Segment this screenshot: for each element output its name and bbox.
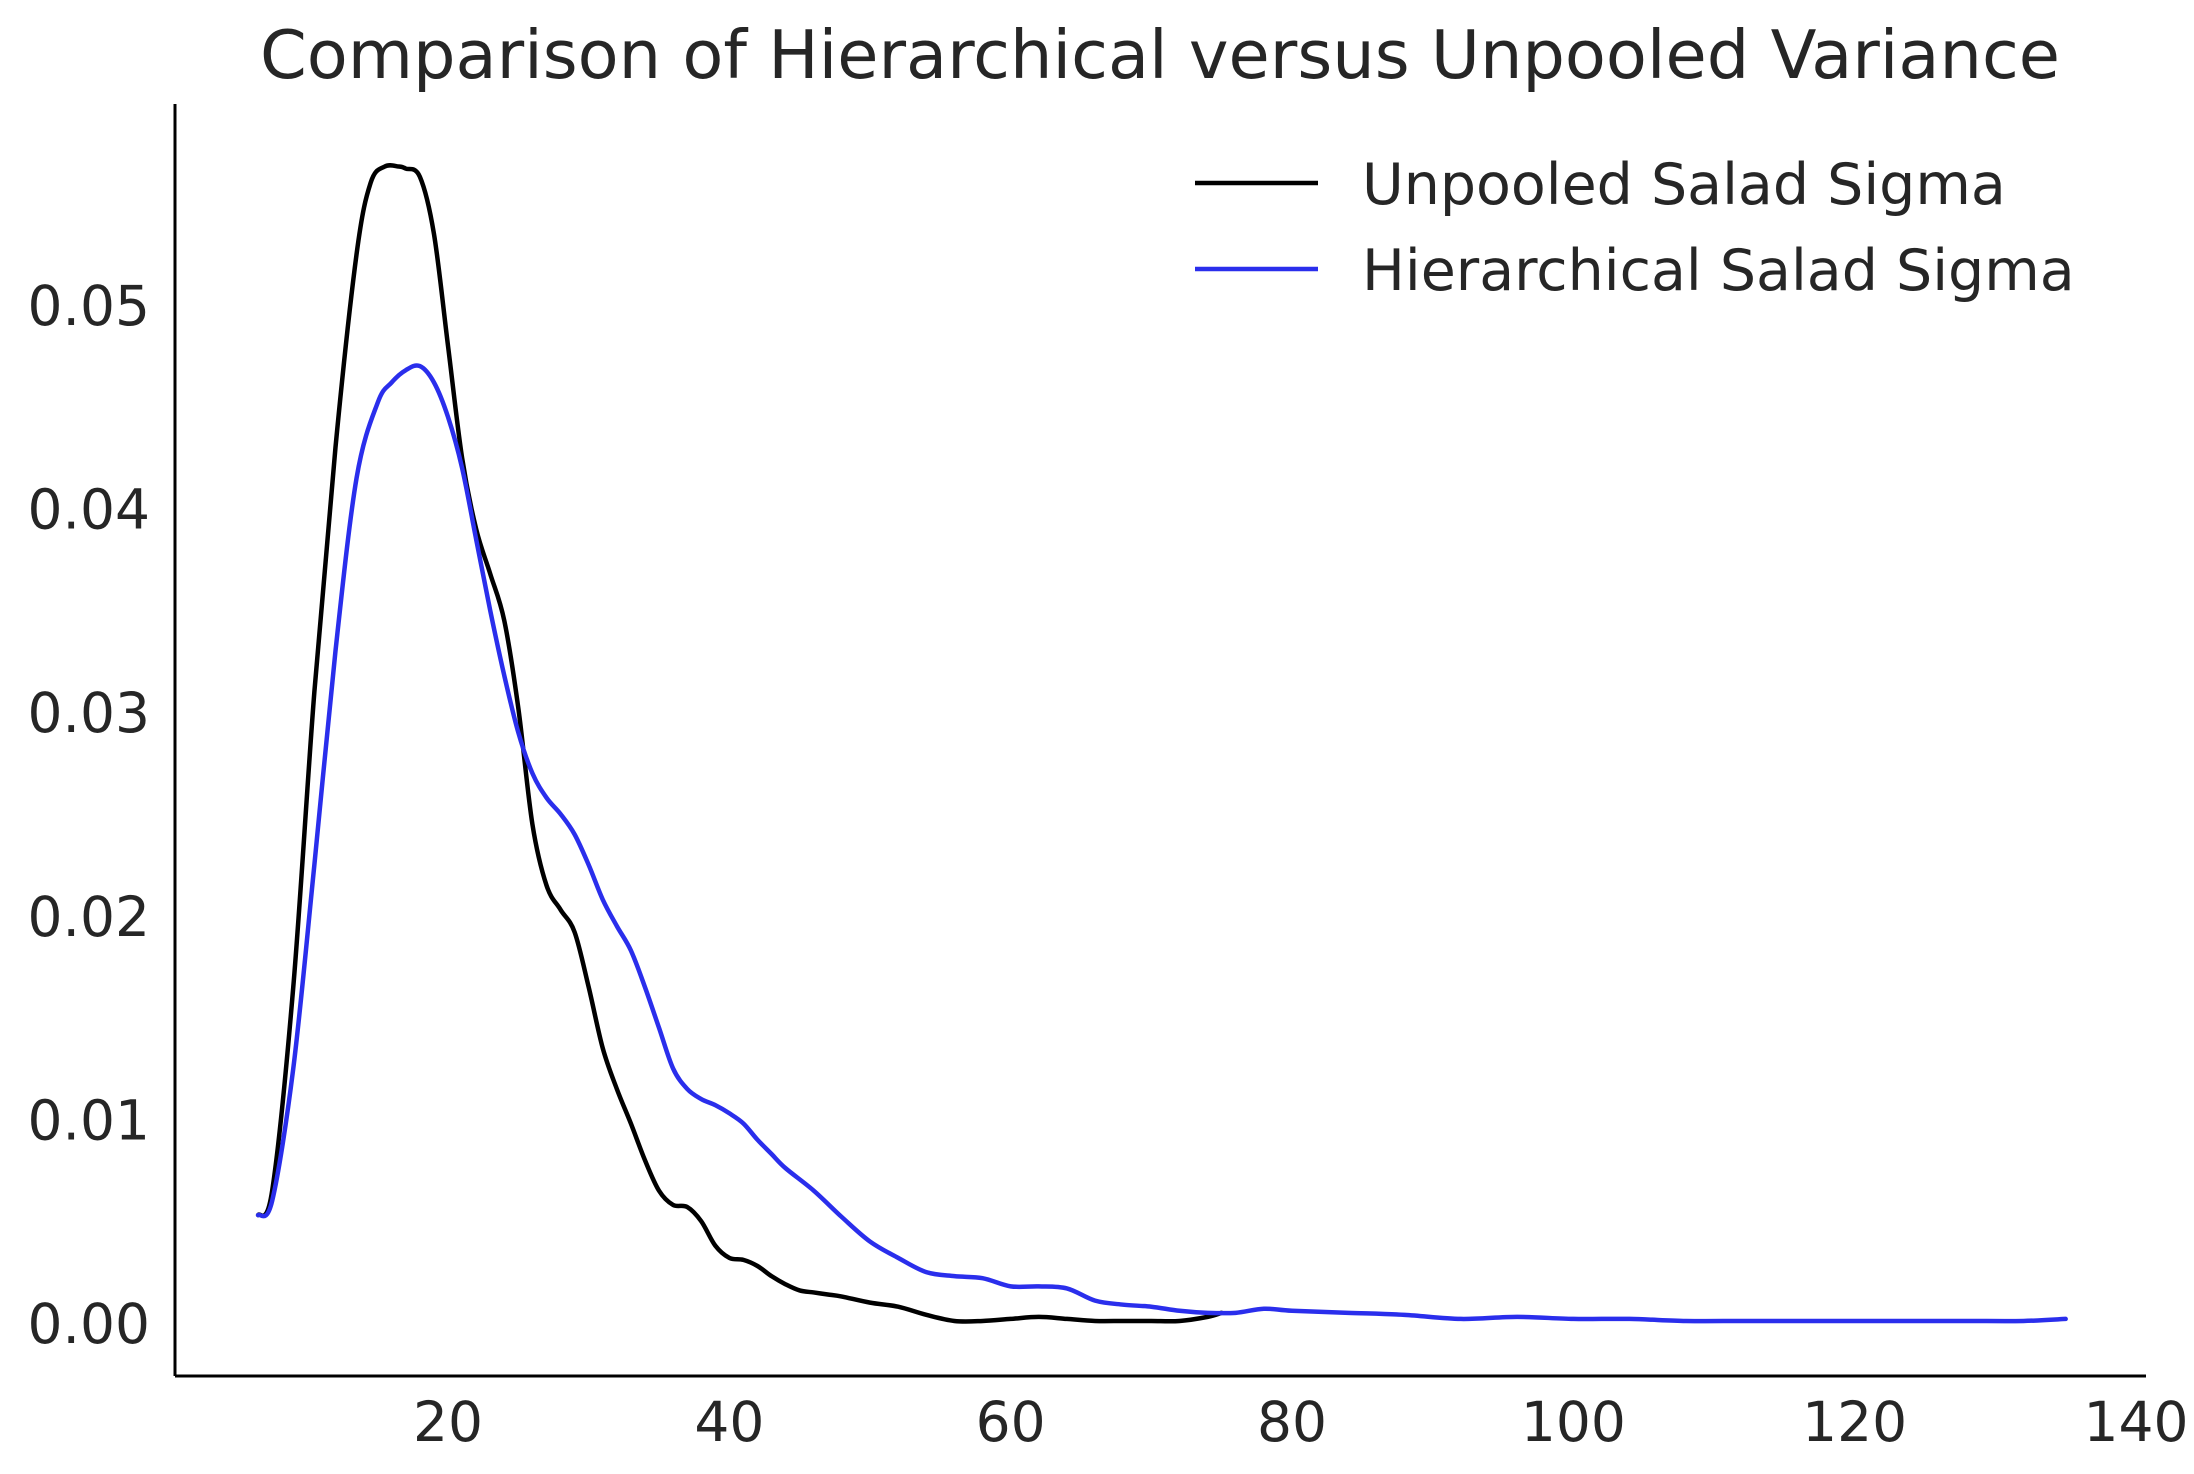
y-tick-label: 0.03	[28, 681, 150, 745]
y-tick-label: 0.05	[28, 274, 150, 338]
legend-label-hierarchical: Hierarchical Salad Sigma	[1362, 238, 2075, 304]
y-tick-labels: 0.00 0.01 0.02 0.03 0.04 0.05	[28, 274, 150, 1356]
x-tick-label: 120	[1802, 1390, 1907, 1454]
x-tick-label: 20	[413, 1390, 483, 1454]
x-tick-label: 100	[1521, 1390, 1626, 1454]
y-tick-label: 0.00	[28, 1292, 150, 1356]
y-tick-label: 0.01	[28, 1088, 150, 1152]
data-series	[255, 163, 2068, 1324]
series-line-hierarchical	[255, 363, 2068, 1324]
x-tick-labels: 20 40 60 80 100 120 140	[413, 1390, 2188, 1454]
legend: Unpooled Salad Sigma Hierarchical Salad …	[1195, 152, 2075, 304]
x-tick-label: 60	[976, 1390, 1046, 1454]
series-line-unpooled	[255, 163, 1224, 1324]
y-tick-label: 0.02	[28, 885, 150, 949]
x-tick-label: 40	[694, 1390, 764, 1454]
x-tick-label: 140	[2084, 1390, 2189, 1454]
y-tick-label: 0.04	[28, 478, 150, 542]
x-tick-label: 80	[1257, 1390, 1327, 1454]
legend-label-unpooled: Unpooled Salad Sigma	[1362, 152, 2006, 218]
chart-title: Comparison of Hierarchical versus Unpool…	[260, 16, 2060, 94]
axes	[173, 104, 2146, 1378]
